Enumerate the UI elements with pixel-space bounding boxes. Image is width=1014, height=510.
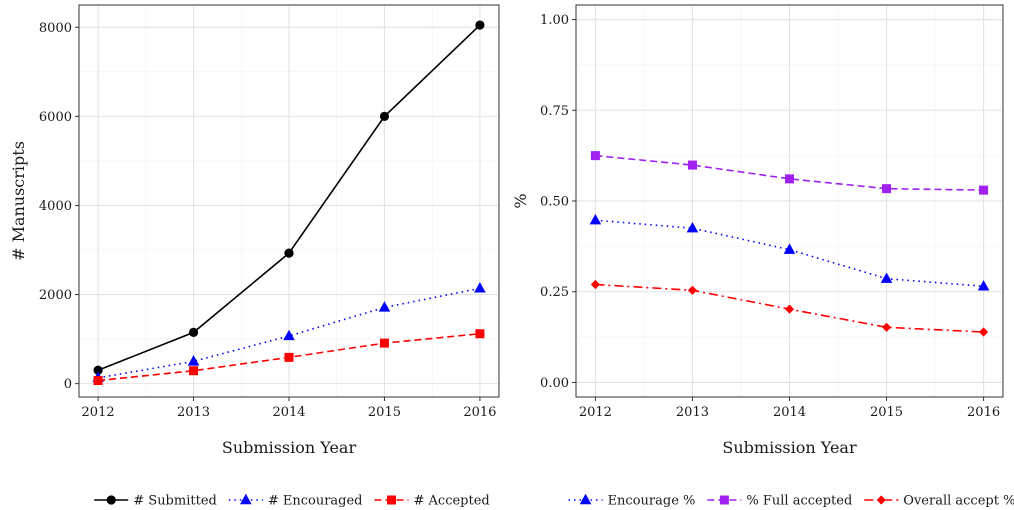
legend: Encourage % % Full accepted Overall accept… (568, 493, 1014, 509)
legend-item: # Submitted (94, 494, 217, 509)
data-point (475, 329, 485, 339)
gridlines (79, 5, 499, 397)
data-point (589, 214, 602, 225)
x-tick-label: 2012 (82, 405, 115, 420)
x-axis-title: Submission Year (722, 438, 857, 457)
legend: # Submitted # Encouraged # Accepted (94, 493, 490, 509)
data-point (187, 355, 200, 366)
legend-key-marker (876, 495, 886, 505)
data-point (475, 20, 485, 30)
legend-key-marker (240, 493, 252, 505)
y-tick-label: 0.50 (540, 195, 569, 210)
legend-item: % Full accepted (707, 494, 852, 509)
gridlines (576, 5, 1003, 397)
legend-item: Encourage % (568, 493, 696, 509)
data-point (93, 376, 103, 386)
x-tick-label: 2015 (368, 405, 401, 420)
legend-item: # Accepted (374, 494, 490, 509)
x-tick-label: 2016 (463, 405, 496, 420)
data-point (783, 243, 796, 254)
y-axis-title: # Manuscripts (9, 141, 28, 261)
chart-panel-2: 0.00 0.25 0.50 0.75 1.00 2012 2013 2014 2015 2016… (511, 4, 1014, 509)
legend-label: # Accepted (414, 494, 490, 509)
series-submitted (93, 20, 485, 375)
x-tick-label: 2016 (967, 405, 1000, 420)
y-tick-label: 0.00 (540, 376, 569, 391)
y-tick-label: 1.00 (540, 13, 569, 28)
x-tick-label: 2013 (676, 405, 709, 420)
x-axis-title: Submission Year (222, 438, 357, 457)
data-point (93, 365, 103, 375)
data-point (687, 285, 698, 295)
data-point (880, 272, 893, 283)
y-tick-label: 2000 (39, 288, 72, 303)
data-point (284, 248, 294, 258)
data-point (785, 174, 794, 184)
data-point (784, 304, 795, 314)
series-overall-accept (590, 279, 989, 337)
data-point (188, 327, 199, 338)
series-accepted (93, 329, 485, 386)
data-point (687, 160, 697, 170)
data-point (977, 280, 990, 291)
legend-label: # Submitted (133, 494, 217, 509)
x-tick-label: 2012 (579, 405, 612, 420)
legend-item: # Encouraged (228, 493, 363, 509)
data-point (882, 184, 892, 194)
x-tick-label: 2014 (272, 405, 305, 420)
data-point (979, 185, 989, 195)
y-tick-label: 0.25 (540, 285, 569, 300)
legend-label: Encourage % (608, 494, 696, 509)
legend-item: Overall accept % (864, 494, 1014, 509)
chart-panel-1: 0 2000 4000 6000 8000 2012 2013 2014 2015 2016 Sub… (9, 4, 500, 509)
legend-label: Overall accept % (903, 494, 1014, 509)
y-tick-label: 4000 (39, 199, 72, 214)
y-tick-label: 0.75 (540, 104, 569, 119)
series-line (595, 154, 984, 191)
x-tick-label: 2013 (177, 405, 210, 420)
data-point (379, 338, 389, 348)
data-point (474, 282, 486, 293)
data-point (189, 366, 199, 376)
y-tick-label: 0 (64, 377, 72, 392)
legend-label: % Full accepted (746, 494, 852, 509)
data-point (881, 322, 892, 332)
series-line (595, 219, 984, 288)
legend-key-marker (719, 495, 729, 505)
data-point (378, 301, 391, 312)
data-point (978, 327, 989, 337)
x-tick-label: 2015 (870, 405, 903, 420)
y-tick-label: 8000 (39, 21, 72, 36)
data-point (590, 279, 601, 290)
series-encourage (589, 214, 990, 291)
legend-key-marker (387, 495, 397, 505)
data-point (283, 329, 295, 341)
series-full-accepted (590, 151, 989, 195)
data-point (686, 222, 699, 233)
data-point (284, 352, 294, 362)
y-tick-label: 6000 (39, 110, 72, 125)
data-point (590, 151, 600, 161)
legend-label: # Encouraged (268, 494, 363, 509)
legend-key-marker (106, 495, 116, 505)
legend-key-marker (579, 493, 592, 505)
y-axis-title: % (511, 193, 530, 208)
data-point (379, 111, 390, 121)
x-tick-label: 2014 (773, 405, 806, 420)
